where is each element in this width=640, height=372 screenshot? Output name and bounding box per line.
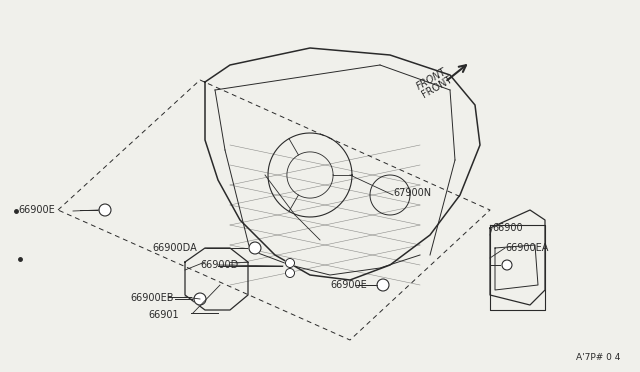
Text: 66900D: 66900D (200, 260, 238, 270)
Text: FRONT: FRONT (420, 74, 454, 100)
Text: 67900N: 67900N (393, 188, 431, 198)
Circle shape (249, 242, 261, 254)
Text: 66900EB: 66900EB (130, 293, 173, 303)
Circle shape (99, 204, 111, 216)
Circle shape (377, 279, 389, 291)
Text: 66900DA: 66900DA (152, 243, 196, 253)
Circle shape (194, 293, 206, 305)
Text: A'7P# 0 4: A'7P# 0 4 (575, 353, 620, 362)
Text: 66900EA: 66900EA (505, 243, 548, 253)
Text: 66900: 66900 (492, 223, 523, 233)
Circle shape (285, 259, 294, 267)
Text: 66901: 66901 (148, 310, 179, 320)
Text: 66900E: 66900E (18, 205, 55, 215)
Text: FRONT: FRONT (415, 67, 449, 92)
Circle shape (502, 260, 512, 270)
Text: 66900E: 66900E (330, 280, 367, 290)
Circle shape (285, 269, 294, 278)
